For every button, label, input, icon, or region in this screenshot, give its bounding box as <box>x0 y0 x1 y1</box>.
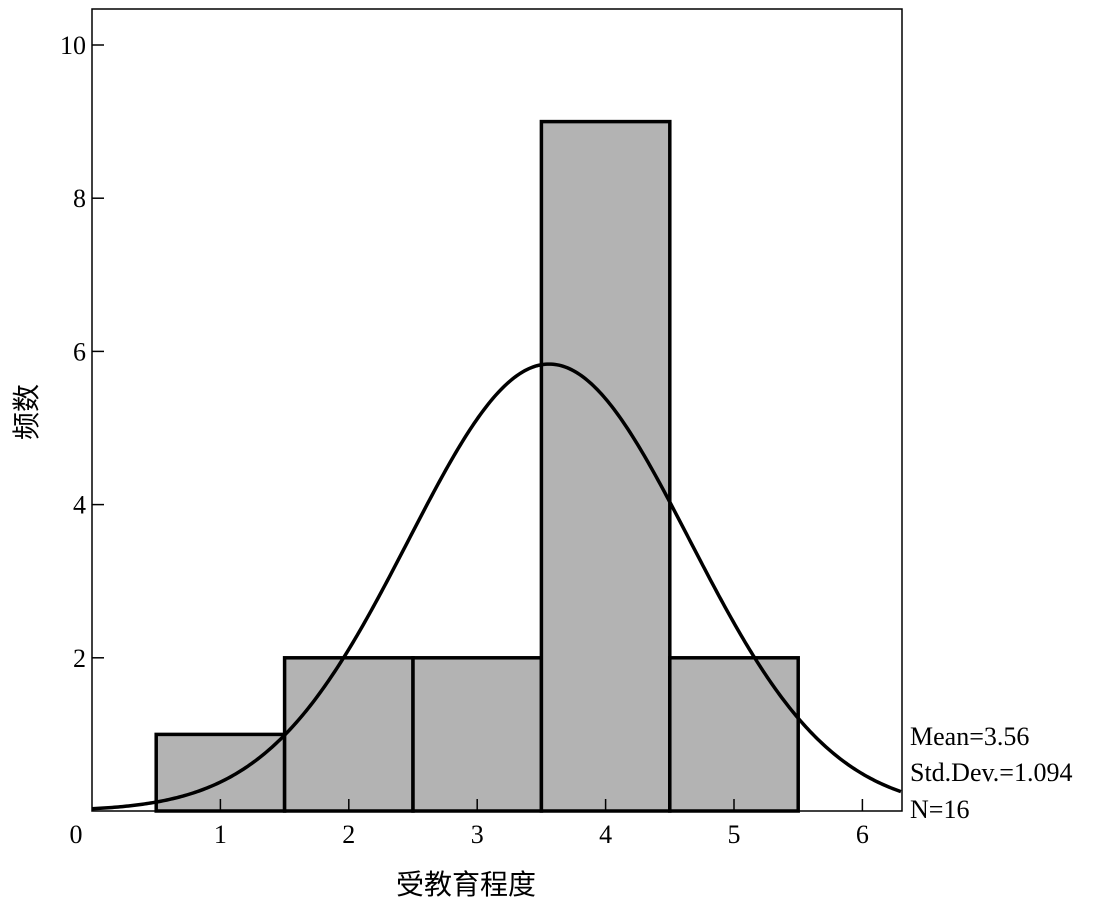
x-tick-label: 3 <box>471 820 484 849</box>
x-tick-label: 5 <box>728 820 741 849</box>
histogram-bar <box>282 656 415 813</box>
stats-mean: Mean=3.56 <box>910 722 1029 751</box>
x-tick-label: 1 <box>214 820 227 849</box>
y-axis-title: 频数 <box>11 384 43 440</box>
x-tick-label: 6 <box>856 820 869 849</box>
y-axis-ticks: 2 4 6 8 10 <box>60 31 104 673</box>
stats-std-dev: Std.Dev.=1.094 <box>910 758 1072 787</box>
x-tick-label: 2 <box>342 820 355 849</box>
y-tick-label: 4 <box>73 491 86 520</box>
stats-n: N=16 <box>910 795 969 824</box>
x-axis-ticks: 1 2 3 4 5 6 <box>214 799 869 849</box>
normal-curve <box>91 362 902 811</box>
y-tick-label: 2 <box>73 644 86 673</box>
x-axis-title: 受教育程度 <box>396 869 536 901</box>
histogram-bar <box>668 656 800 813</box>
histogram-bar <box>411 656 544 813</box>
origin-label: 0 <box>70 820 83 849</box>
histogram-bars <box>154 119 800 813</box>
y-tick-label: 8 <box>73 184 86 213</box>
x-tick-label: 4 <box>599 820 612 849</box>
y-tick-label: 6 <box>73 337 86 366</box>
y-tick-label: 10 <box>60 31 86 60</box>
